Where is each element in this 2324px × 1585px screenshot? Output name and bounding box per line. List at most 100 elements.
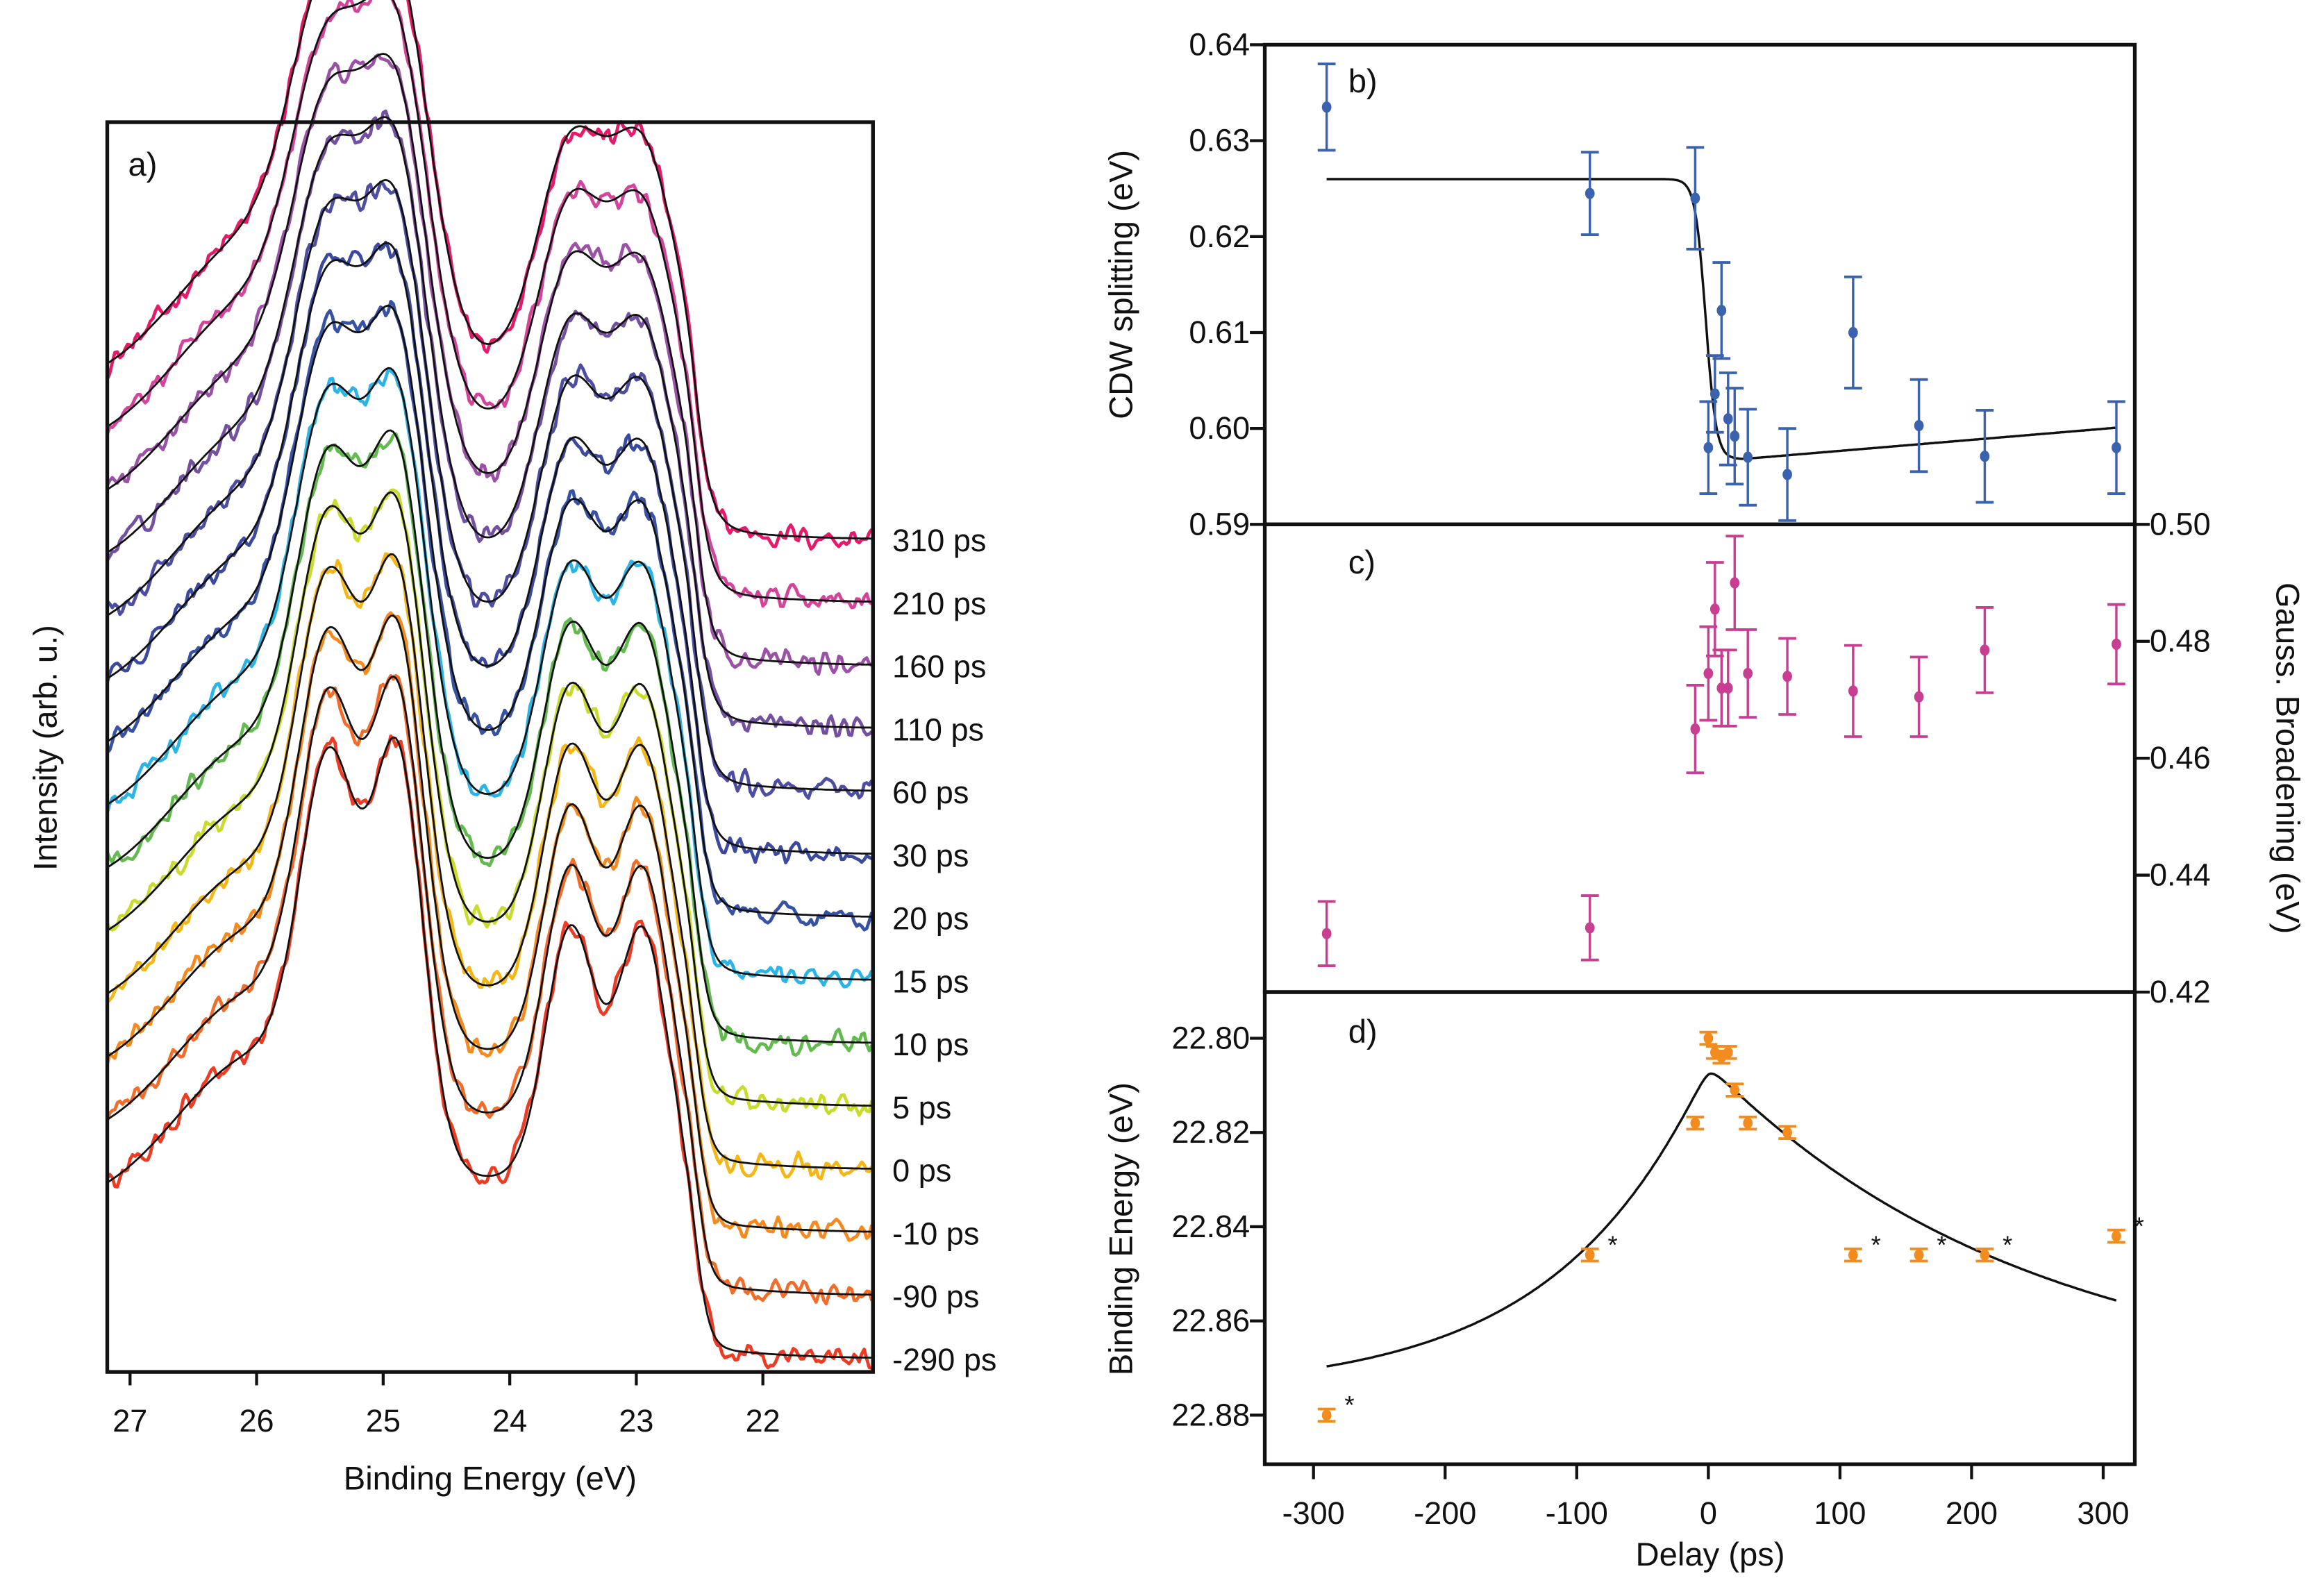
marker xyxy=(1730,1084,1740,1096)
y-tick-label-b: 0.63 xyxy=(1189,123,1250,158)
y-tick-label-d: 22.86 xyxy=(1171,1303,1250,1339)
data-point-d: * xyxy=(2107,1211,2144,1244)
data-point-b xyxy=(1909,378,1928,473)
marker xyxy=(1980,451,1990,462)
spectrum-fit-10ps xyxy=(106,429,872,1044)
marker xyxy=(1321,1409,1332,1421)
data-point-b xyxy=(1712,261,1731,360)
marker xyxy=(1914,419,1924,432)
marker xyxy=(1743,1117,1753,1129)
marker xyxy=(1980,644,1990,656)
marker xyxy=(1690,723,1700,735)
delay-label: 15 ps xyxy=(892,964,969,999)
panel-a-label: a) xyxy=(128,146,158,183)
spectrum-fit--290ps xyxy=(106,736,872,1359)
data-point-b xyxy=(1778,427,1796,522)
delay-label: 310 ps xyxy=(892,523,986,558)
x-tick-label: -100 xyxy=(1546,1495,1608,1531)
data-point-b xyxy=(1580,151,1599,236)
marker xyxy=(1743,667,1753,680)
star-annotation: * xyxy=(2003,1230,2012,1259)
marker xyxy=(1848,685,1858,697)
panel-d-label: d) xyxy=(1348,1014,1378,1050)
spectrum-data--290ps xyxy=(106,734,872,1370)
y-tick-label-c: 0.50 xyxy=(2150,506,2211,542)
data-point-c xyxy=(2107,603,2125,686)
marker xyxy=(1723,1046,1733,1059)
y-tick-label-d: 22.88 xyxy=(1171,1397,1250,1432)
data-point-c xyxy=(1844,644,1862,738)
right-panel-marks: * * * * * * xyxy=(1317,62,2144,1423)
data-point-d xyxy=(1725,1082,1744,1098)
panel-b-y-axis-title: CDW splitting (eV) xyxy=(1103,150,1140,419)
spectrum-fit-30ps xyxy=(106,242,872,855)
spectrum-data-60ps xyxy=(106,181,873,800)
x-tick-label: -200 xyxy=(1414,1495,1476,1531)
marker xyxy=(1716,682,1727,694)
panel-d-frame xyxy=(1262,990,2137,1466)
data-point-b xyxy=(1686,146,1705,251)
y-tick-label-b: 0.59 xyxy=(1189,506,1250,542)
spectrum-fit-15ps xyxy=(106,367,872,981)
spectrum-data-10ps xyxy=(106,432,873,1057)
data-point-c xyxy=(1580,894,1599,962)
panels-b-c-d: * * * * * * 0.59 0.60 0.61 0.62 0.63 0.64 0.42 0.44 0… xyxy=(1103,26,2306,1573)
data-point-d xyxy=(1686,1115,1705,1131)
spectrum-data-20ps xyxy=(106,299,873,932)
marker xyxy=(1709,388,1720,400)
star-annotation: * xyxy=(1937,1230,1946,1259)
marker xyxy=(1585,1249,1595,1261)
marker xyxy=(1980,1249,1990,1261)
spectrum-fit-160ps xyxy=(106,53,872,666)
delay-label: 0 ps xyxy=(892,1153,951,1189)
spectrum-fit-60ps xyxy=(106,178,872,792)
right-panel-ticks: 0.59 0.60 0.61 0.62 0.63 0.64 0.42 0.44 0.46 0.48… xyxy=(1171,26,2210,1530)
data-point-c xyxy=(1686,683,1705,775)
x-tick-label: 26 xyxy=(240,1403,274,1439)
delay-label: 210 ps xyxy=(892,586,986,621)
x-tick-label: 200 xyxy=(1946,1495,1998,1531)
data-point-d: * xyxy=(1317,1391,1355,1423)
marker xyxy=(1743,451,1753,463)
marker xyxy=(1730,577,1740,589)
x-tick-label: 23 xyxy=(619,1403,653,1439)
data-point-d xyxy=(1699,1030,1718,1046)
delay-label: -290 ps xyxy=(892,1342,996,1377)
y-tick-label-b: 0.60 xyxy=(1189,410,1250,446)
y-tick-label-c: 0.42 xyxy=(2150,974,2211,1009)
data-point-d: * xyxy=(1844,1230,1881,1263)
marker xyxy=(1730,430,1740,442)
marker xyxy=(1585,922,1595,934)
spectra-curves xyxy=(106,0,873,1370)
data-point-b xyxy=(1699,400,1718,496)
y-tick-label-b: 0.61 xyxy=(1189,315,1250,350)
y-tick-label-b: 0.64 xyxy=(1189,26,1250,62)
x-tick-label: 24 xyxy=(492,1403,527,1439)
panel-d-y-axis-title: Binding Energy (eV) xyxy=(1103,1082,1140,1375)
marker xyxy=(1848,326,1858,339)
y-tick-label-b: 0.62 xyxy=(1189,219,1250,254)
panel-a-spectra: 27 26 25 24 23 22 310 ps 210 ps 160 ps 110 ps 60 … xyxy=(28,0,996,1498)
data-point-b xyxy=(1725,387,1744,486)
data-point-c xyxy=(1778,637,1796,716)
spectrum-fit-20ps xyxy=(106,304,872,918)
data-point-b xyxy=(1739,408,1757,507)
data-point-c xyxy=(1975,605,1994,694)
delay-label: 60 ps xyxy=(892,775,969,810)
delay-label: 10 ps xyxy=(892,1027,969,1062)
data-point-d: * xyxy=(1909,1230,1947,1263)
marker xyxy=(1703,667,1714,680)
delay-axis-title: Delay (ps) xyxy=(1636,1536,1785,1573)
star-annotation: * xyxy=(1871,1230,1881,1259)
x-tick-label: -300 xyxy=(1282,1495,1345,1531)
marker xyxy=(1585,187,1595,199)
spectrum-fit-5ps xyxy=(106,491,872,1107)
data-point-d: * xyxy=(1580,1230,1618,1263)
spectrum-fit--90ps xyxy=(106,675,872,1296)
marker xyxy=(1709,603,1720,615)
y-tick-label-c: 0.44 xyxy=(2150,857,2211,893)
spectrum-fit-310ps xyxy=(106,0,872,540)
data-point-d xyxy=(1739,1115,1757,1131)
spectrum-data-110ps xyxy=(106,109,873,738)
panel-a-y-axis-title: Intensity (arb. u.) xyxy=(28,625,65,871)
